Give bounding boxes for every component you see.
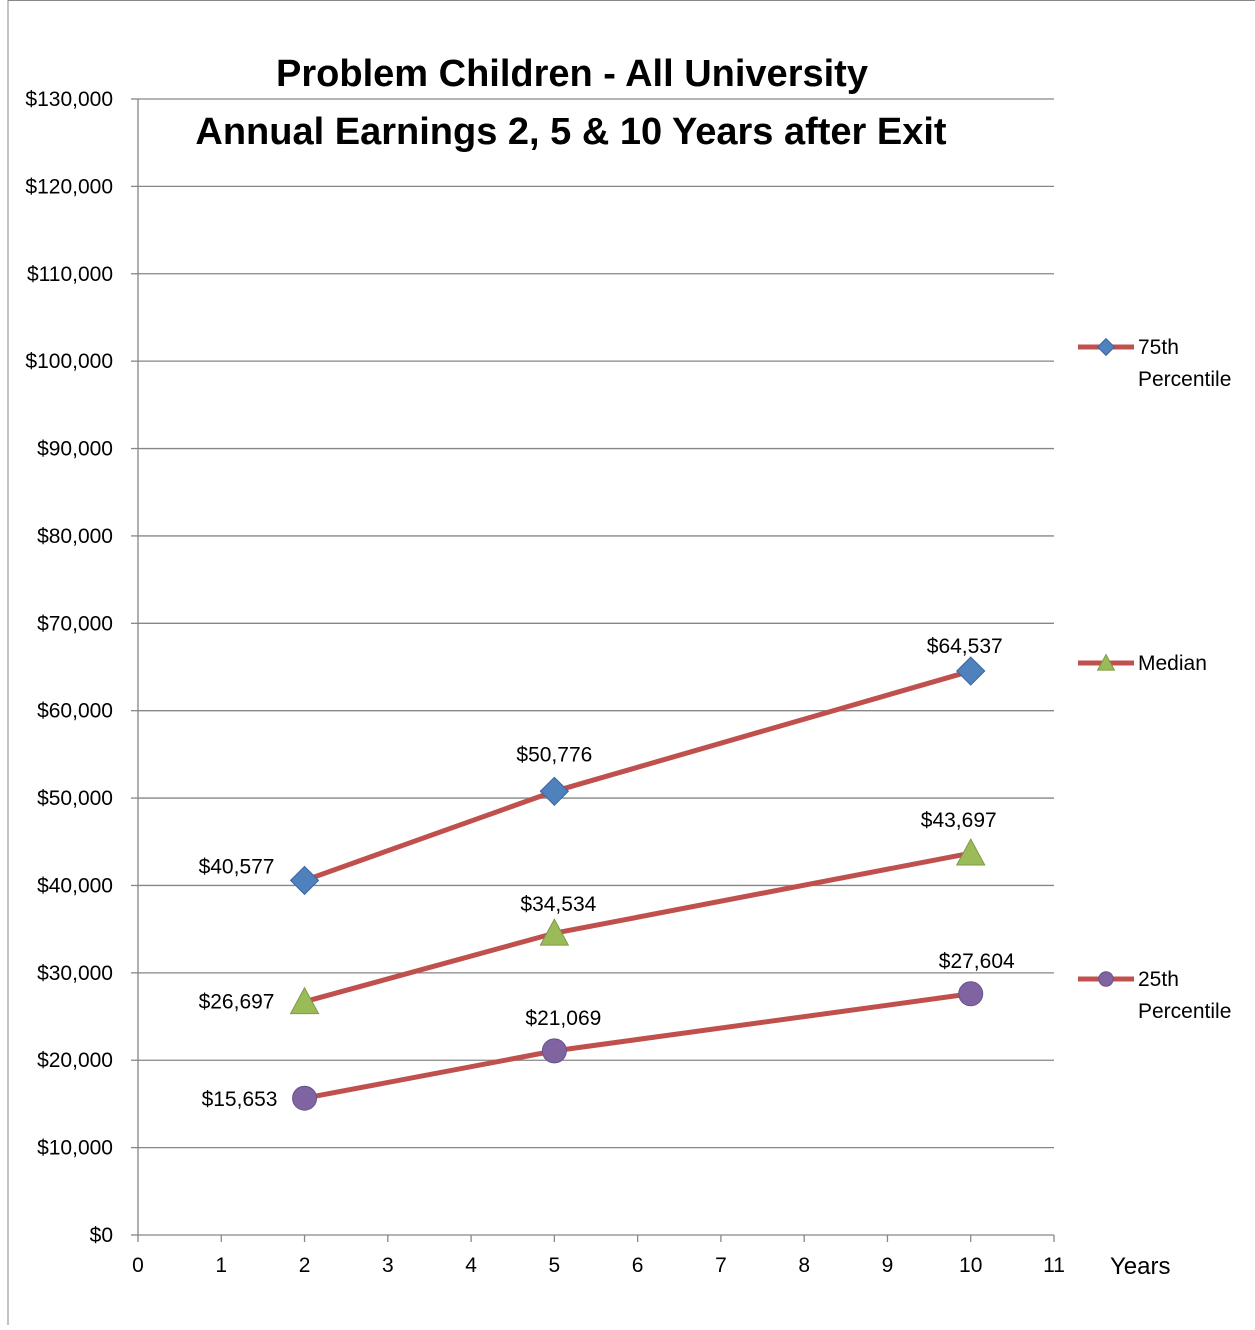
data-label: $27,604 [939, 950, 1015, 973]
legend-label: Percentile [1138, 368, 1231, 391]
circle-marker [1098, 971, 1114, 987]
axes: $0 $10,000 $20,000 $30,000 $40,000 $50,000 $60… [25, 88, 1065, 1277]
y-tick-label: $80,000 [37, 525, 113, 548]
legend-label: 75th [1138, 336, 1179, 359]
y-tick-label: $10,000 [37, 1137, 113, 1160]
legend-label: Percentile [1138, 1000, 1231, 1023]
y-tick-label: $120,000 [25, 175, 113, 198]
y-tick-label: $70,000 [37, 612, 113, 635]
series-line [303, 668, 972, 883]
data-label: $15,653 [202, 1088, 278, 1111]
y-tick-label: $60,000 [37, 700, 113, 723]
data-label: $64,537 [927, 635, 1003, 658]
series-line [304, 991, 972, 1101]
y-tick-label: $90,000 [37, 438, 113, 461]
x-tick-label: 9 [882, 1254, 894, 1277]
legend: 75th Percentile Median 25th Percentile [1078, 336, 1231, 1023]
circle-marker [292, 1085, 318, 1111]
x-tick-label: 7 [715, 1254, 727, 1277]
circle-marker [958, 981, 984, 1007]
chart-subtitle: Annual Earnings 2, 5 & 10 Years after Ex… [195, 111, 947, 153]
data-label: $21,069 [525, 1007, 601, 1030]
y-tick-label: $100,000 [25, 350, 113, 373]
y-tick-label: $0 [90, 1224, 113, 1247]
x-tick-label: 1 [215, 1254, 227, 1277]
data-label: $34,534 [520, 893, 596, 916]
triangle-marker [1096, 653, 1116, 671]
x-tick-label: 2 [299, 1254, 311, 1277]
triangle-marker [539, 918, 570, 946]
triangle-marker [955, 838, 986, 866]
data-label: $50,776 [516, 743, 592, 766]
x-tick-label: 8 [798, 1254, 810, 1277]
data-label: $43,697 [921, 809, 997, 832]
series-line [303, 850, 972, 1005]
x-tick-label: 4 [465, 1254, 477, 1277]
legend-label: Median [1138, 652, 1207, 675]
y-tick-label: $40,000 [37, 874, 113, 897]
chart-title: Problem Children - All University [276, 53, 868, 95]
series-lines [289, 656, 986, 1111]
x-tick-label: 11 [1043, 1254, 1065, 1277]
data-label: $26,697 [199, 991, 275, 1014]
y-tick-label: $130,000 [25, 88, 113, 111]
y-tick-label: $30,000 [37, 962, 113, 985]
diamond-marker [956, 656, 986, 686]
y-tick-label: $50,000 [37, 787, 113, 810]
gridlines [138, 98, 1054, 1149]
y-tick-label: $110,000 [27, 263, 113, 286]
x-tick-label: 10 [959, 1254, 982, 1277]
x-tick-label: 6 [632, 1254, 644, 1277]
x-axis-title: Years [1110, 1253, 1171, 1280]
x-tick-label: 5 [549, 1254, 561, 1277]
x-tick-label: 3 [382, 1254, 394, 1277]
data-labels: $40,577 $50,776 $64,537 $26,697 $34,534 $43,6… [199, 635, 1015, 1111]
diamond-marker [539, 776, 570, 807]
y-tick-label: $20,000 [37, 1049, 113, 1072]
data-label: $40,577 [199, 855, 275, 878]
triangle-marker [289, 986, 320, 1015]
legend-label: 25th [1138, 968, 1179, 991]
circle-marker [541, 1038, 567, 1064]
diamond-marker [289, 865, 320, 896]
diamond-marker [1096, 337, 1116, 357]
x-tick-label: 0 [132, 1254, 144, 1277]
